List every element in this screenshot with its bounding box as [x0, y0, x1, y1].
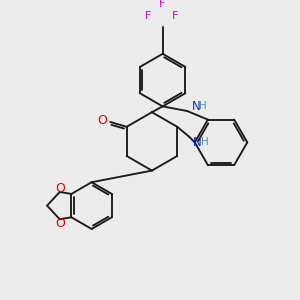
Text: F: F	[145, 11, 151, 21]
Text: F: F	[172, 11, 178, 21]
Text: N: N	[192, 100, 200, 113]
Text: O: O	[55, 182, 65, 195]
Text: H: H	[201, 137, 208, 147]
Text: O: O	[98, 115, 107, 128]
Text: O: O	[55, 217, 65, 230]
Text: F: F	[158, 0, 165, 9]
Text: H: H	[199, 101, 207, 111]
Text: N: N	[193, 136, 202, 149]
